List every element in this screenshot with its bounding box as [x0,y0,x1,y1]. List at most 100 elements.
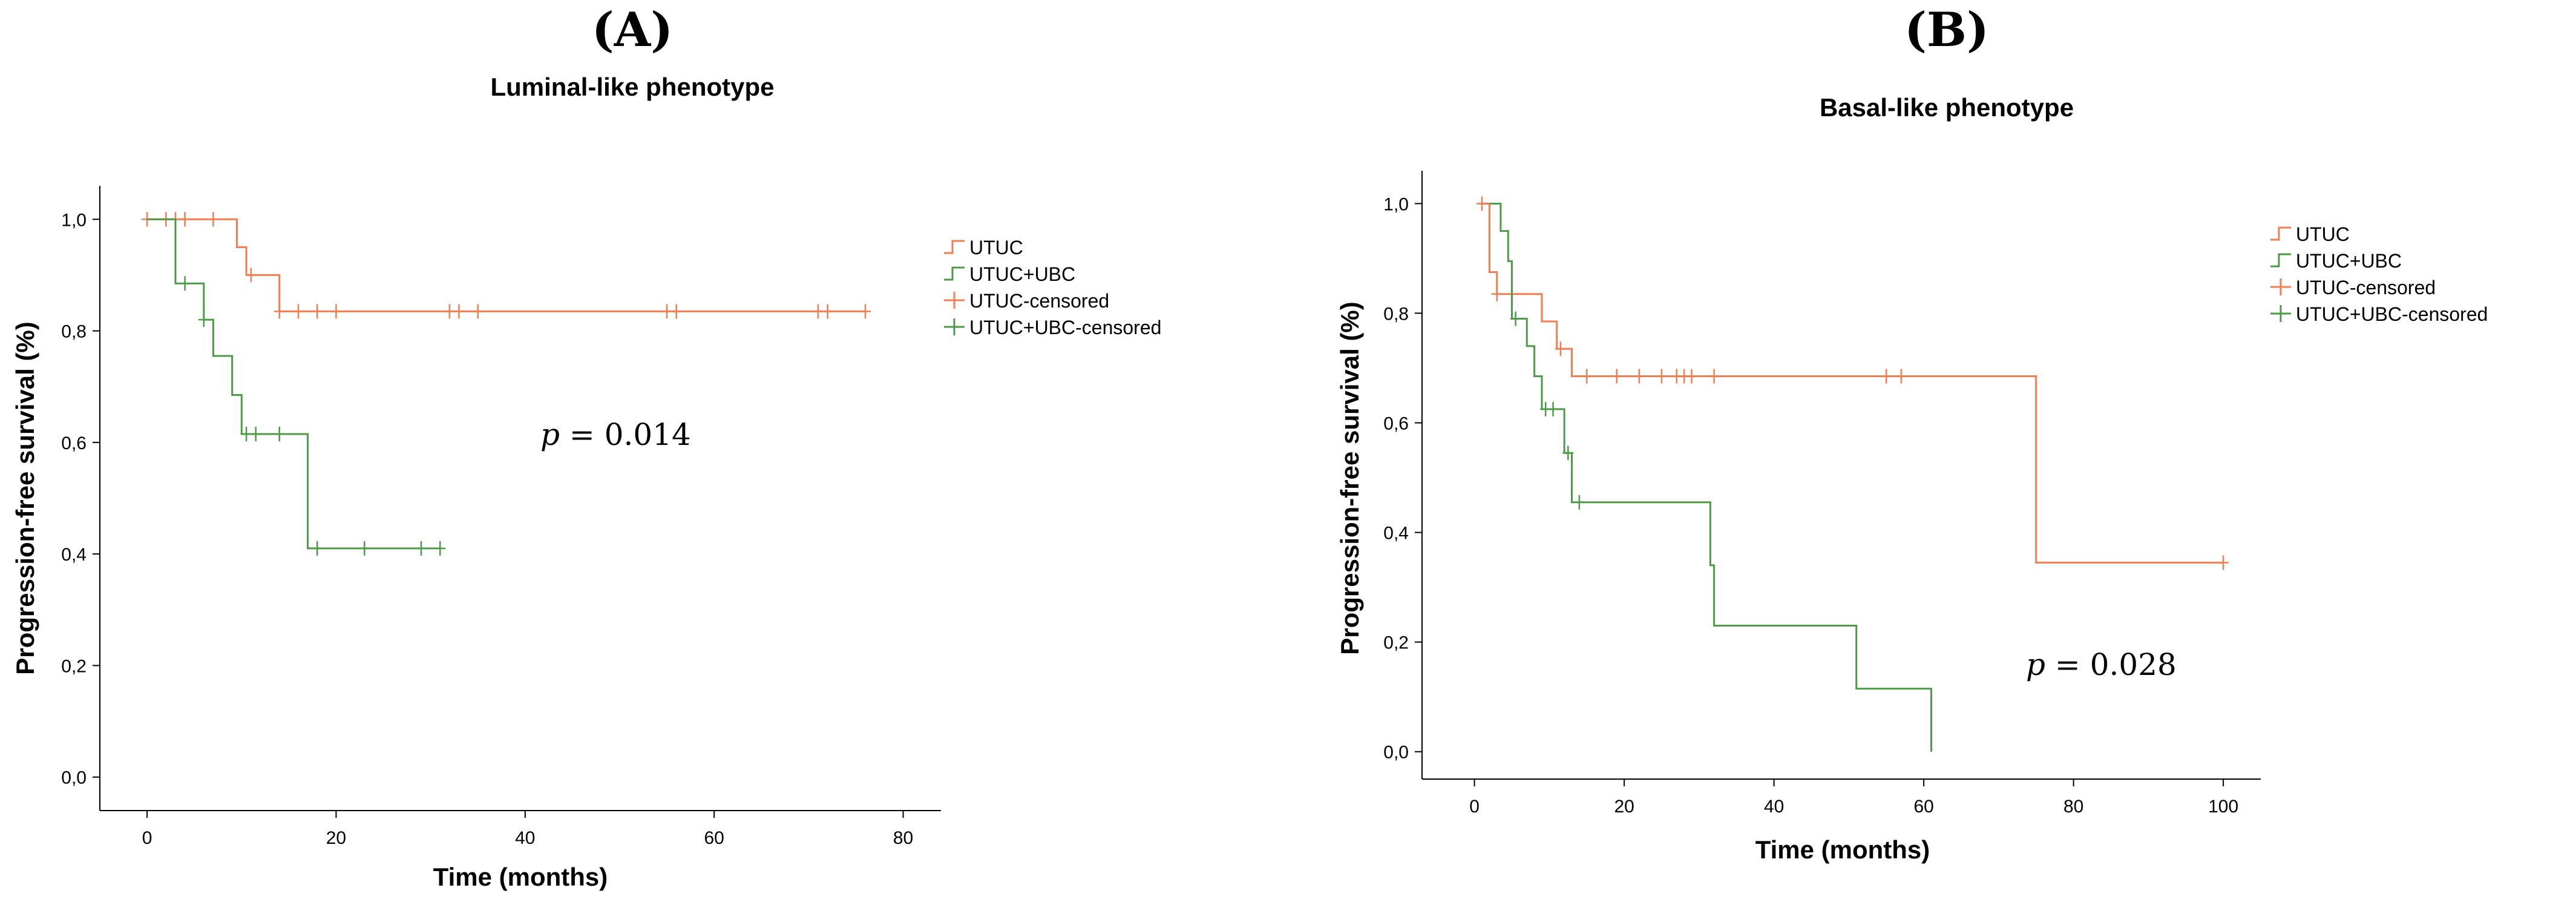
panel-a: (A) Luminal-like phenotype 0 20 40 60 80 0,0… [11,2,1161,891]
censor-mark-utuc-ubc [312,541,323,556]
x-tick-label: 40 [515,828,535,848]
x-tick-label: 0 [1469,797,1480,817]
censor-mark-utuc-ubc [198,312,209,327]
censor-mark-utuc [661,304,673,319]
censor-mark-utuc [1491,286,1503,301]
censor-mark-utuc [860,304,871,319]
censor-mark-utuc [1896,369,1907,384]
legend-swatch [944,318,965,335]
censor-mark-utuc [472,304,483,319]
censor-mark-utuc [1633,369,1645,384]
censor-mark-utuc-ubc [359,541,370,556]
censor-mark-utuc-ubc [250,427,261,442]
censor-mark-utuc [208,212,219,227]
panel-b-x-ticks: 0 20 40 60 80 100 [1469,779,2238,817]
legend-swatch [2270,278,2291,295]
km-curve-utuc [1482,202,2224,564]
legend-label: UTUC+UBC-censored [2296,303,2488,325]
y-tick-label: 0,6 [1383,413,1409,433]
panel-b-letter: (B) [1904,2,1989,58]
panel-b-legend: UTUC UTUC+UBC UTUC-censored UTUC+UBC-censor… [2270,223,2488,325]
censor-mark-utuc [453,304,465,319]
censor-mark-utuc [274,304,285,319]
legend-swatch [944,240,965,254]
x-tick-label: 20 [1614,797,1634,817]
panel-a-p-number: = 0.014 [560,417,691,452]
censor-mark-utuc [1581,369,1593,384]
censor-mark-utuc-ubc [179,276,191,291]
panel-b-p-number: = 0.028 [2045,647,2177,682]
y-tick-label: 1,0 [1383,194,1409,214]
legend-label: UTUC+UBC [969,263,1075,285]
censor-mark-utuc [1881,369,1892,384]
x-tick-label: 0 [142,828,152,848]
x-tick-label: 60 [704,828,724,848]
censor-mark-utuc [1708,369,1720,384]
legend-swatch [944,292,965,309]
censor-mark-utuc [330,304,342,319]
censor-mark-utuc-ubc [1547,401,1559,416]
panel-a-y-ticks: 0,0 0,2 0,4 0,6 0,8 1,0 [61,210,100,788]
panel-b-p-symbol: p [2026,647,2045,682]
y-tick-label: 0,0 [1383,743,1409,763]
legend-swatch [944,266,965,281]
panel-a-letter: (A) [592,2,673,58]
legend-swatch [2270,253,2291,268]
panel-b-title: Basal-like phenotype [1820,93,2074,122]
panel-a-legend: UTUC UTUC+UBC UTUC-censored UTUC+UBC-censor… [944,237,1161,338]
panel-b: (B) Basal-like phenotype 0 20 40 60 80 100 0,… [1336,2,2488,864]
x-tick-label: 40 [1764,797,1784,817]
legend-label: UTUC-censored [969,290,1109,312]
x-tick-label: 60 [1913,797,1933,817]
censor-mark-utuc-ubc [1573,495,1585,510]
censor-mark-utuc [1476,196,1487,211]
censor-mark-utuc [444,304,455,319]
y-tick-label: 0,4 [1383,524,1409,544]
panel-a-x-axis-label: Time (months) [433,863,608,891]
panel-a-series [142,212,871,556]
panel-b-x-axis-label: Time (months) [1755,835,1930,864]
censor-mark-utuc-ubc [241,427,252,442]
panel-a-p-symbol: p [540,417,560,452]
legend-label: UTUC+UBC [2296,250,2402,272]
censor-mark-utuc-ubc [1562,446,1574,461]
y-tick-label: 0,8 [1383,304,1409,324]
legend-swatch [2270,226,2291,241]
censor-mark-utuc [312,304,323,319]
censor-mark-utuc-ubc [274,427,285,442]
legend-label: UTUC-censored [2296,277,2436,298]
censor-mark-utuc [1686,369,1697,384]
censor-mark-utuc [822,304,833,319]
y-tick-label: 0,8 [61,322,87,342]
y-tick-label: 0,0 [61,768,87,788]
x-tick-label: 20 [326,828,346,848]
y-tick-label: 1,0 [61,210,87,230]
panel-b-p-value: p = 0.028 [2026,647,2177,682]
legend-label: UTUC [2296,223,2350,245]
x-tick-label: 80 [2063,797,2083,817]
censor-mark-utuc-ubc [416,541,427,556]
panel-b-y-ticks: 0,0 0,2 0,4 0,6 0,8 1,0 [1383,194,1422,763]
censor-mark-utuc [812,304,824,319]
x-tick-label: 100 [2208,797,2238,817]
censor-mark-utuc-ubc [434,541,446,556]
legend-swatch [2270,305,2291,322]
censor-mark-utuc [1656,369,1667,384]
censor-mark-utuc [1555,341,1566,357]
censor-mark-utuc [1611,369,1622,384]
panel-a-title: Luminal-like phenotype [490,73,774,101]
x-tick-label: 80 [893,828,913,848]
y-tick-label: 0,4 [61,545,87,565]
panel-a-x-ticks: 0 20 40 60 80 [142,811,913,848]
y-tick-label: 0,2 [1383,633,1409,653]
panel-a-y-axis-label: Progression-free survival (%) [11,321,39,675]
legend-label: UTUC [969,237,1023,258]
y-tick-label: 0,6 [61,433,87,453]
panel-a-p-value: p = 0.014 [540,417,691,452]
censor-mark-utuc [245,268,257,283]
legend-label: UTUC+UBC-censored [969,317,1161,338]
panel-b-series [1476,196,2229,752]
censor-mark-utuc [2218,555,2229,570]
censor-mark-utuc-ubc [1510,311,1521,326]
